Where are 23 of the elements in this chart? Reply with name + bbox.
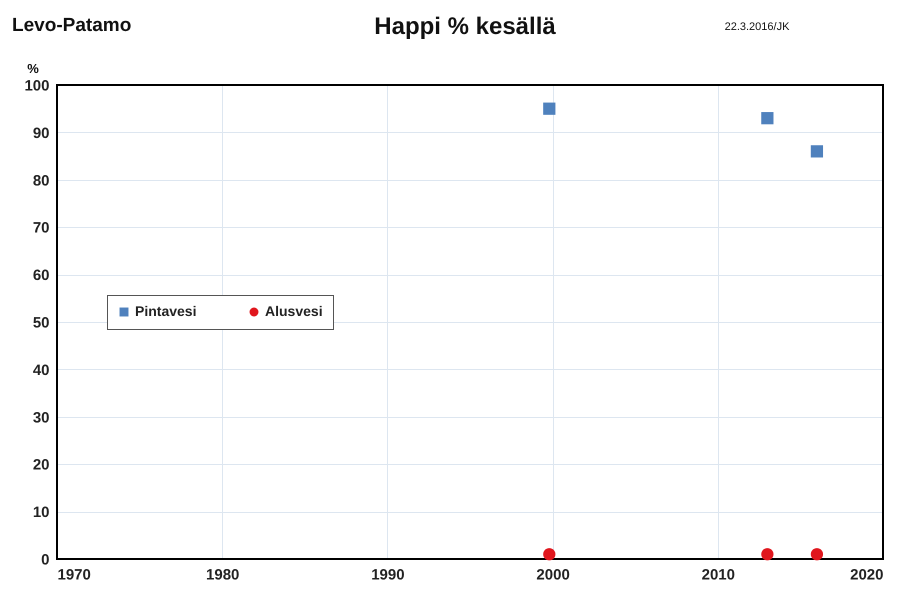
legend-label: Pintavesi — [135, 303, 196, 319]
y-axis-title: % — [27, 61, 40, 76]
y-tick-label: 40 — [32, 362, 50, 379]
y-tick-label: 100 — [24, 78, 50, 94]
y-tick-label: 90 — [32, 124, 50, 142]
x-tick-label: 2020 — [850, 566, 884, 584]
chart-title: Happi % kesällä — [374, 13, 556, 40]
legend-label: Alusvesi — [265, 303, 323, 319]
text: 22.3.2016/JK — [724, 21, 790, 33]
y-tick-label: 0 — [41, 552, 50, 568]
x-tick-label: 1980 — [206, 566, 240, 584]
y-tick-label: 10 — [32, 504, 50, 522]
y-tick-label: 50 — [32, 314, 50, 332]
y-tick-label: 20 — [32, 456, 50, 474]
y-tick-label: 60 — [32, 267, 50, 284]
y-tick-label: 30 — [32, 409, 50, 426]
y-tick-label: 80 — [32, 172, 50, 190]
y-tick-label: 70 — [32, 220, 50, 237]
x-tick-label: 1990 — [371, 566, 405, 584]
x-tick-label: 2000 — [536, 566, 570, 584]
x-tick-label: 1970 — [58, 566, 91, 584]
x-tick-label: 2010 — [702, 566, 735, 584]
chart-subtitle: Levo-Patamo — [12, 15, 132, 36]
